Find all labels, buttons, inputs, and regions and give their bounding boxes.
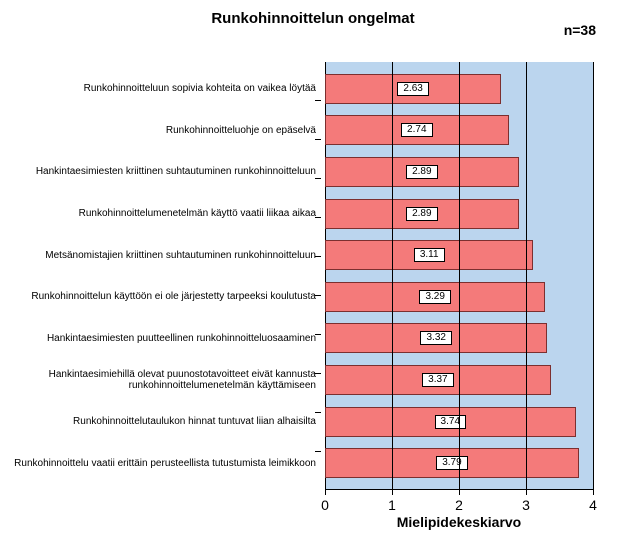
y-axis-label: Hankintaesimiesten puutteellinen runkohi… (0, 323, 320, 353)
bar: 2.63 (325, 74, 501, 104)
y-axis-label: Metsänomistajien kriittinen suhtautumine… (0, 240, 320, 270)
sample-size-label: n=38 (564, 22, 596, 38)
x-axis-title: Mielipidekeskiarvo (325, 514, 593, 530)
bar-value-label: 2.89 (406, 165, 437, 179)
y-axis-label: Runkohinnoittelutaulukon hinnat tuntuvat… (0, 407, 320, 437)
x-tick-label: 1 (372, 497, 412, 513)
gridline (593, 62, 594, 490)
y-tick-mark (315, 373, 321, 374)
y-tick-mark (315, 412, 321, 413)
bar-value-label: 3.11 (414, 248, 445, 262)
y-tick-mark (315, 139, 321, 140)
bar-value-label: 2.63 (397, 82, 428, 96)
bar: 2.74 (325, 115, 509, 145)
bar: 3.11 (325, 240, 533, 270)
bar-value-label: 2.89 (406, 207, 437, 221)
x-tick: 3 (506, 490, 546, 513)
y-tick-mark (315, 256, 321, 257)
x-tick-label: 4 (573, 497, 613, 513)
x-tick-label: 3 (506, 497, 546, 513)
gridline (459, 62, 460, 490)
y-tick-mark (315, 100, 321, 101)
bar-value-label: 2.74 (401, 123, 432, 137)
y-axis-label: Runkohinnoitteluun sopivia kohteita on v… (0, 74, 320, 104)
bar: 3.29 (325, 282, 545, 312)
gridline (526, 62, 527, 490)
bar-value-label: 3.79 (436, 456, 467, 470)
x-tick: 0 (305, 490, 345, 513)
x-tick-mark (325, 490, 326, 495)
y-tick-mark (315, 217, 321, 218)
bar-value-label: 3.37 (422, 373, 453, 387)
y-tick-mark (315, 178, 321, 179)
x-tick-mark (593, 490, 594, 495)
bar: 2.89 (325, 199, 519, 229)
bar-value-label: 3.32 (420, 331, 451, 345)
bar: 3.37 (325, 365, 551, 395)
bar-value-label: 3.29 (419, 290, 450, 304)
y-axis-label: Runkohinnoittelu vaatii erittäin peruste… (0, 448, 320, 478)
x-tick-mark (526, 490, 527, 495)
y-axis-label: Hankintaesimiehillä olevat puunostotavoi… (0, 365, 320, 395)
y-axis-label: Runkohinnoittelumenetelmän käyttö vaatii… (0, 199, 320, 229)
y-axis-label: Runkohinnoitteluohje on epäselvä (0, 115, 320, 145)
x-tick: 2 (439, 490, 479, 513)
gridline (392, 62, 393, 490)
chart-root: Runkohinnoittelun ongelmat n=38 Runkohin… (0, 0, 626, 541)
x-tick-label: 0 (305, 497, 345, 513)
x-tick-mark (392, 490, 393, 495)
bar: 3.74 (325, 407, 576, 437)
y-tick-mark (315, 295, 321, 296)
bar: 3.32 (325, 323, 547, 353)
x-tick: 4 (573, 490, 613, 513)
chart-title: Runkohinnoittelun ongelmat (0, 10, 626, 27)
bar: 2.89 (325, 157, 519, 187)
y-tick-mark (315, 451, 321, 452)
x-tick-label: 2 (439, 497, 479, 513)
y-axis-label: Runkohinnoittelun käyttöön ei ole järjes… (0, 282, 320, 312)
y-axis-label: Hankintaesimiesten kriittinen suhtautumi… (0, 157, 320, 187)
bar: 3.79 (325, 448, 579, 478)
x-tick-mark (459, 490, 460, 495)
x-tick: 1 (372, 490, 412, 513)
y-tick-mark (315, 334, 321, 335)
plot-area: 2.63 2.74 2.89 2.89 3.11 3.29 3.32 3.37 3.74 3.79… (325, 62, 593, 490)
y-axis-labels: Runkohinnoitteluun sopivia kohteita on v… (0, 62, 320, 490)
bar-value-label: 3.74 (435, 415, 466, 429)
